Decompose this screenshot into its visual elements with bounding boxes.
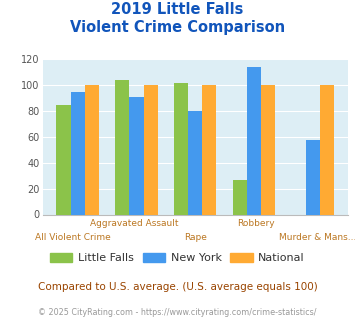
Bar <box>56 105 71 214</box>
Text: 2019 Little Falls: 2019 Little Falls <box>111 2 244 16</box>
Bar <box>233 180 247 214</box>
Text: Robbery: Robbery <box>237 219 275 228</box>
Bar <box>115 80 129 214</box>
Text: All Violent Crime: All Violent Crime <box>35 233 111 242</box>
Bar <box>247 67 261 214</box>
Bar <box>71 92 85 214</box>
Bar <box>174 83 188 214</box>
Bar <box>85 85 99 214</box>
Text: © 2025 CityRating.com - https://www.cityrating.com/crime-statistics/: © 2025 CityRating.com - https://www.city… <box>38 308 317 316</box>
Bar <box>129 97 143 214</box>
Bar <box>143 85 158 214</box>
Legend: Little Falls, New York, National: Little Falls, New York, National <box>46 248 309 268</box>
Text: Murder & Mans...: Murder & Mans... <box>279 233 355 242</box>
Bar <box>320 85 334 214</box>
Text: Rape: Rape <box>184 233 207 242</box>
Bar <box>202 85 217 214</box>
Text: Violent Crime Comparison: Violent Crime Comparison <box>70 20 285 35</box>
Bar <box>261 85 275 214</box>
Text: Compared to U.S. average. (U.S. average equals 100): Compared to U.S. average. (U.S. average … <box>38 282 317 292</box>
Text: Aggravated Assault: Aggravated Assault <box>90 219 179 228</box>
Bar <box>306 140 320 214</box>
Bar <box>188 111 202 214</box>
